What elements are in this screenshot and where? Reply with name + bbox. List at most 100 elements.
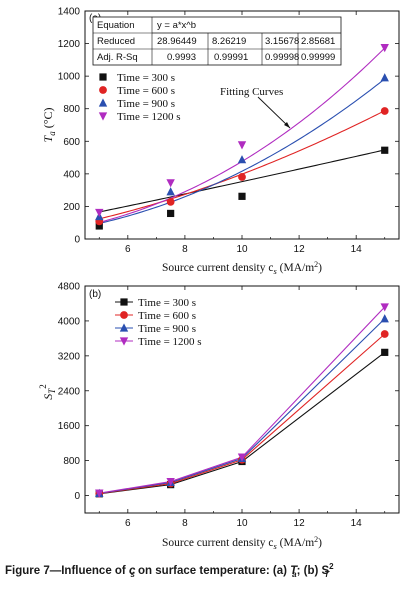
legend-entry: Time = 900 s xyxy=(117,98,175,110)
data-point xyxy=(380,107,389,115)
series-line xyxy=(99,149,385,213)
legend-entry: Time = 600 s xyxy=(138,310,196,322)
y-tick-label: 200 xyxy=(63,202,80,213)
data-point xyxy=(238,192,246,200)
panel-b: (b) 6 8 10 12 14 0 800 1600 2400 3200 4000 4800 Tim… xyxy=(38,282,400,551)
y-tick-label: 1600 xyxy=(58,421,81,432)
data-point xyxy=(381,146,389,154)
x-tick-label: 10 xyxy=(236,518,248,529)
data-point xyxy=(380,44,389,53)
series-lines-b xyxy=(99,306,386,495)
data-point xyxy=(166,477,175,487)
plot-frame-b xyxy=(84,285,400,514)
y-tick-label: 4800 xyxy=(58,282,81,293)
x-axis-label-b: Source current density cs (MA/m2) xyxy=(162,535,322,551)
legend-marker xyxy=(98,112,108,121)
panel-label-b: (b) xyxy=(89,289,101,300)
y-tick-label: 0 xyxy=(74,491,80,502)
y-tick-label: 600 xyxy=(63,137,80,148)
data-point xyxy=(95,208,104,218)
x-tick-label: 14 xyxy=(351,518,363,529)
x-tick-label: 6 xyxy=(125,518,131,529)
series-line xyxy=(99,78,386,224)
figure-caption: Figure 7—Influence of cs on surface temp… xyxy=(5,562,334,579)
x-tick-label: 12 xyxy=(294,244,306,255)
legend-marker xyxy=(99,73,107,81)
data-point xyxy=(95,222,103,230)
y-axis-label-a: Ta (°C) xyxy=(41,108,57,143)
legend-entry: Time = 1200 s xyxy=(138,336,202,348)
y-tick-label: 0 xyxy=(74,235,80,246)
legend-marker xyxy=(98,98,108,107)
data-point xyxy=(166,187,175,196)
legend-marker xyxy=(120,298,128,306)
x-tick-label: 10 xyxy=(236,244,248,255)
y-tick-label: 800 xyxy=(63,456,80,467)
table-header-formula: y = a*x^b xyxy=(157,20,196,31)
y-tick-label: 800 xyxy=(63,104,80,115)
table-header-equation: Equation xyxy=(97,20,135,31)
table-cell: 28.96449 xyxy=(157,36,197,47)
legend-entry: Time = 600 s xyxy=(117,85,175,97)
y-axis-label-b: ST2 xyxy=(38,384,57,400)
table-cell: 0.99991 xyxy=(214,52,248,63)
axes-b: 6 8 10 12 14 0 800 1600 2400 3200 4000 4800 xyxy=(58,282,399,529)
data-point xyxy=(95,489,104,498)
legend-marker xyxy=(99,86,107,94)
table-cell: 0.99999 xyxy=(301,52,335,63)
legend-marker xyxy=(119,337,129,346)
table-cell: 0.9993 xyxy=(167,52,196,63)
annotation-arrowhead xyxy=(284,122,290,128)
legend-entry: Time = 1200 s xyxy=(117,111,181,123)
x-tick-label: 8 xyxy=(182,518,188,529)
table-cell: 3.15678 xyxy=(265,36,299,47)
y-tick-label: 3200 xyxy=(58,351,81,362)
table-cell: 0.99998 xyxy=(265,52,299,63)
data-point xyxy=(380,303,389,312)
y-tick-label: 2400 xyxy=(58,386,81,397)
data-point xyxy=(166,179,175,188)
annotation-fitting-curves: Fitting Curves xyxy=(220,86,283,98)
data-point xyxy=(380,314,389,323)
markers-b xyxy=(95,303,389,498)
legend-marker xyxy=(120,311,128,319)
axes-a: 6 8 10 12 14 0 200 400 600 800 1000 1200 1400 xyxy=(58,7,399,255)
y-tick-label: 1400 xyxy=(58,7,81,18)
legend-entry: Time = 300 s xyxy=(117,72,175,84)
data-point xyxy=(167,209,175,218)
y-tick-label: 1000 xyxy=(58,72,81,83)
x-tick-label: 14 xyxy=(351,244,363,255)
table-cell: Reduced xyxy=(97,36,135,47)
legend-entry: Time = 900 s xyxy=(138,323,196,335)
series-line xyxy=(99,351,386,495)
x-tick-label: 6 xyxy=(125,244,131,255)
table-cell: Adj. R-Sq xyxy=(97,52,138,63)
legend-marker xyxy=(119,323,129,332)
data-point xyxy=(166,197,175,206)
fit-table: Equation y = a*x^b Reduced 28.96449 8.26… xyxy=(92,16,342,66)
legend-entry: Time = 300 s xyxy=(138,297,196,309)
table-cell: 8.26219 xyxy=(212,36,246,47)
y-tick-label: 1200 xyxy=(58,39,81,50)
series-line xyxy=(99,306,386,494)
x-tick-label: 8 xyxy=(182,244,188,255)
y-tick-label: 4000 xyxy=(58,316,81,327)
annotation-arrow xyxy=(257,96,291,129)
data-point xyxy=(237,155,247,164)
data-point xyxy=(380,73,389,82)
x-axis-label-a: Source current density cs (MA/m2) xyxy=(162,260,322,276)
series-line xyxy=(99,333,386,495)
data-point xyxy=(237,453,247,462)
data-point xyxy=(380,330,389,338)
data-point xyxy=(238,173,246,181)
markers-a xyxy=(95,44,389,230)
table-cell: 2.85681 xyxy=(301,36,335,47)
y-tick-label: 400 xyxy=(63,169,80,180)
data-point xyxy=(237,141,247,150)
x-tick-label: 12 xyxy=(294,518,306,529)
data-point xyxy=(381,348,389,356)
